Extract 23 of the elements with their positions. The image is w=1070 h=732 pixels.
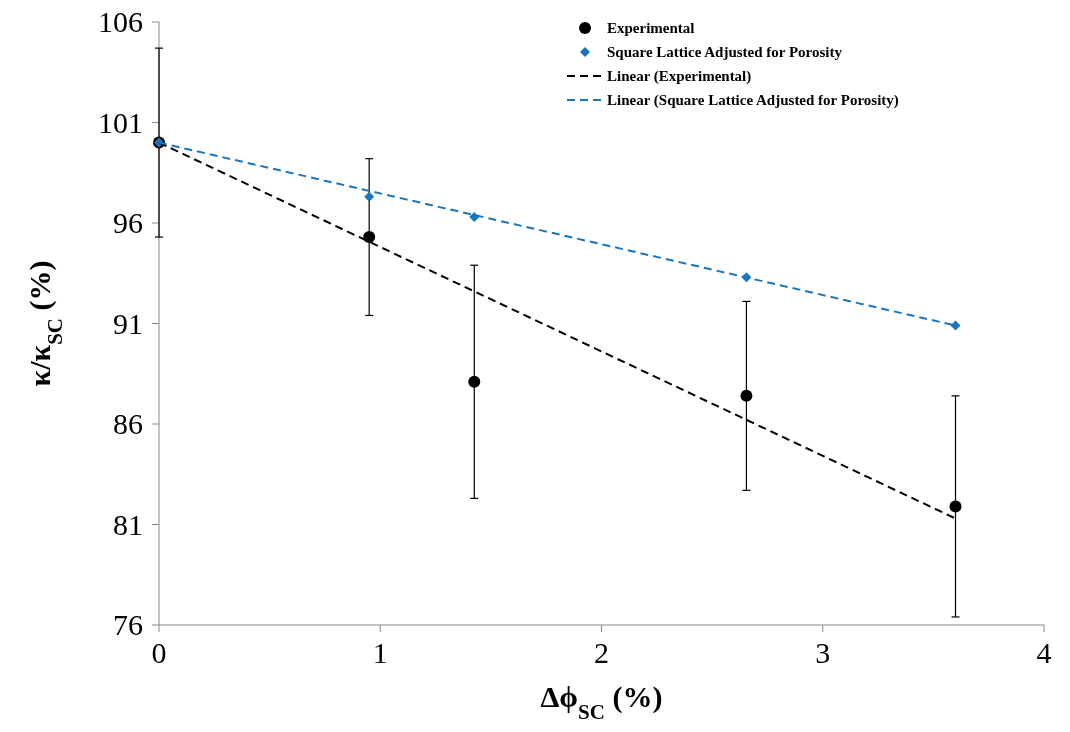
point	[949, 500, 962, 513]
point	[950, 320, 961, 331]
legend-label: Linear (Experimental)	[607, 68, 752, 85]
point	[363, 231, 376, 244]
legend-label: Experimental	[607, 20, 695, 36]
x-tick-label: 1	[372, 636, 388, 669]
x-tick-label: 3	[815, 636, 831, 669]
y-tick-label: 86	[113, 407, 143, 440]
y-tick-label: 91	[113, 306, 143, 340]
x-tick-label: 0	[151, 636, 167, 669]
point	[364, 191, 375, 202]
x-tick-label: 4	[1036, 636, 1052, 669]
y-tick-label: 101	[98, 105, 143, 139]
x-tick-label: 2	[594, 636, 609, 669]
y-tick-label: 81	[113, 507, 143, 541]
point	[468, 375, 481, 388]
legend-label: Linear (Square Lattice Adjusted for Porosity)	[607, 92, 899, 109]
y-tick-label: 106	[98, 5, 143, 38]
legend-label: Square Lattice Adjusted for Porosity	[607, 44, 843, 60]
point	[740, 389, 753, 402]
y-tick-label: 76	[113, 608, 143, 641]
y-tick-label: 96	[113, 206, 143, 239]
x-axis-title: Δϕ$_{SC}$ (%)	[540, 680, 663, 724]
